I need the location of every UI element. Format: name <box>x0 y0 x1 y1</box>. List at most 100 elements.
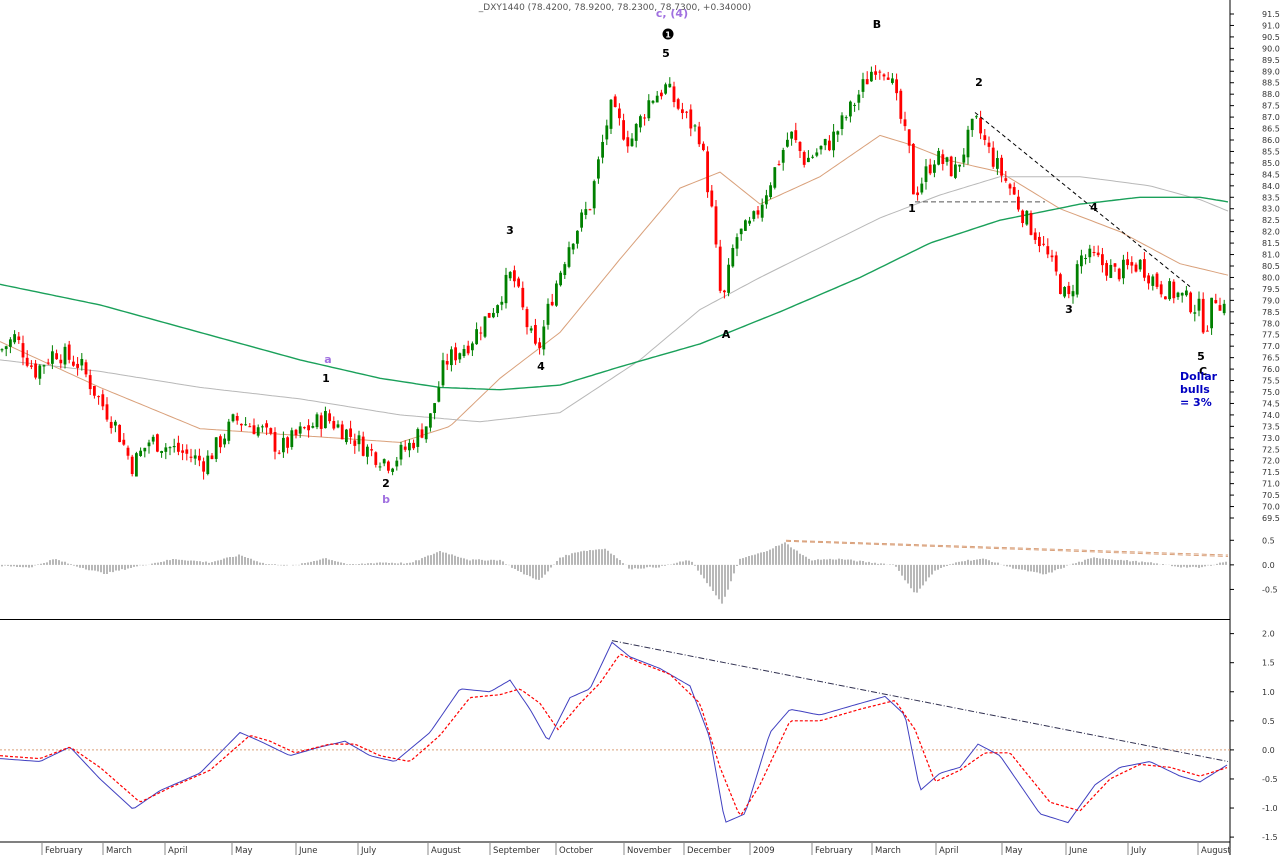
candle-body <box>907 129 911 146</box>
candle-body <box>172 446 176 448</box>
candle-body <box>836 131 840 135</box>
price-tick-label: 74.0 <box>1262 411 1280 420</box>
oscillator-slow-line <box>0 653 1228 817</box>
candle-body <box>626 137 630 147</box>
wave-label: 3 <box>506 224 514 237</box>
hist-tick-label: -0.5 <box>1262 585 1278 594</box>
time-tick-label: 2009 <box>753 846 775 855</box>
candle-body <box>458 353 462 360</box>
candle-body <box>1197 298 1201 311</box>
candle-body <box>912 143 915 195</box>
candle-body <box>273 432 277 452</box>
candle-body <box>252 425 256 435</box>
price-tick-label: 86.0 <box>1262 136 1280 145</box>
candle-body <box>513 270 516 282</box>
candle-body <box>1155 273 1159 287</box>
candle-body <box>1176 292 1180 298</box>
candle-body <box>105 404 109 420</box>
candle-body <box>622 120 625 140</box>
candle-body <box>193 455 197 459</box>
candle-body <box>1101 254 1104 266</box>
candle-body <box>1008 184 1012 189</box>
candle-body <box>517 278 520 287</box>
candle-body <box>315 414 319 428</box>
candle-body <box>290 430 294 448</box>
wave-label: 2 <box>382 477 390 490</box>
price-tick-label: 72.0 <box>1262 457 1280 466</box>
price-tick-label: 89.5 <box>1262 56 1280 65</box>
candle-body <box>840 115 844 130</box>
candle-body <box>765 195 768 205</box>
candle-body <box>1214 300 1218 304</box>
wave-label: 5 <box>662 47 670 60</box>
candle-body <box>563 264 567 276</box>
candle-body <box>223 438 226 445</box>
price-tick-label: 81.5 <box>1262 239 1280 248</box>
candle-body <box>487 312 491 318</box>
candle-body <box>311 426 315 428</box>
price-tick-label: 84.0 <box>1262 182 1280 191</box>
candle-body <box>214 437 218 459</box>
candle-body <box>25 357 29 366</box>
candle-body <box>462 349 466 357</box>
candle-body <box>508 272 512 279</box>
candle-body <box>550 301 554 306</box>
candle-body <box>634 123 638 141</box>
candle-body <box>130 456 134 475</box>
candle-body <box>655 95 659 103</box>
candle-body <box>1193 312 1197 314</box>
candle-body <box>454 347 457 361</box>
histogram-trendline <box>785 539 1229 556</box>
candle-body <box>630 138 634 147</box>
candle-body <box>760 204 764 218</box>
candle-body <box>189 456 193 458</box>
candle-body <box>1168 281 1171 300</box>
candle-body <box>156 434 159 452</box>
osc-tick-label: 1.5 <box>1262 659 1275 668</box>
time-tick-label: October <box>559 846 594 855</box>
candle-body <box>718 246 722 291</box>
wave-label: 2 <box>975 76 983 89</box>
candle-body <box>777 164 781 166</box>
time-tick-label: May <box>235 846 253 855</box>
wave-label: 1 <box>908 202 916 215</box>
candle-body <box>601 141 604 158</box>
price-tick-label: 81.0 <box>1262 251 1280 260</box>
candle-body <box>744 220 747 231</box>
candle-body <box>618 108 621 119</box>
candle-body <box>538 342 541 348</box>
candle-body <box>752 211 756 219</box>
time-tick-label: November <box>627 846 672 855</box>
candle-body <box>1143 259 1146 278</box>
candle-body <box>1189 292 1192 313</box>
candle-body <box>466 345 470 354</box>
candle-body <box>756 210 760 215</box>
candle-body <box>42 365 46 367</box>
candle-body <box>1017 196 1020 210</box>
candle-body <box>504 274 508 304</box>
price-tick-label: 80.5 <box>1262 262 1280 271</box>
candle-body <box>521 287 525 308</box>
candle-body <box>849 101 852 117</box>
candle-body <box>790 131 793 139</box>
candle-body <box>781 149 785 163</box>
candle-body <box>1210 297 1213 329</box>
candle-body <box>651 100 655 103</box>
price-tick-label: 76.5 <box>1262 354 1280 363</box>
candle-body <box>916 192 919 196</box>
oscillator-fast-line <box>0 641 1228 824</box>
candle-body <box>181 450 184 453</box>
candle-body <box>802 152 806 165</box>
candle-body <box>34 363 37 378</box>
candle-body <box>235 415 239 421</box>
price-tick-label: 70.0 <box>1262 503 1280 512</box>
candle-body <box>240 423 243 426</box>
candle-body <box>46 362 50 364</box>
candle-body <box>584 209 588 215</box>
candle-body <box>1080 255 1083 267</box>
candle-body <box>282 437 285 453</box>
candle-body <box>933 164 936 173</box>
price-tick-label: 91.0 <box>1262 21 1280 30</box>
candle-body <box>685 111 688 113</box>
